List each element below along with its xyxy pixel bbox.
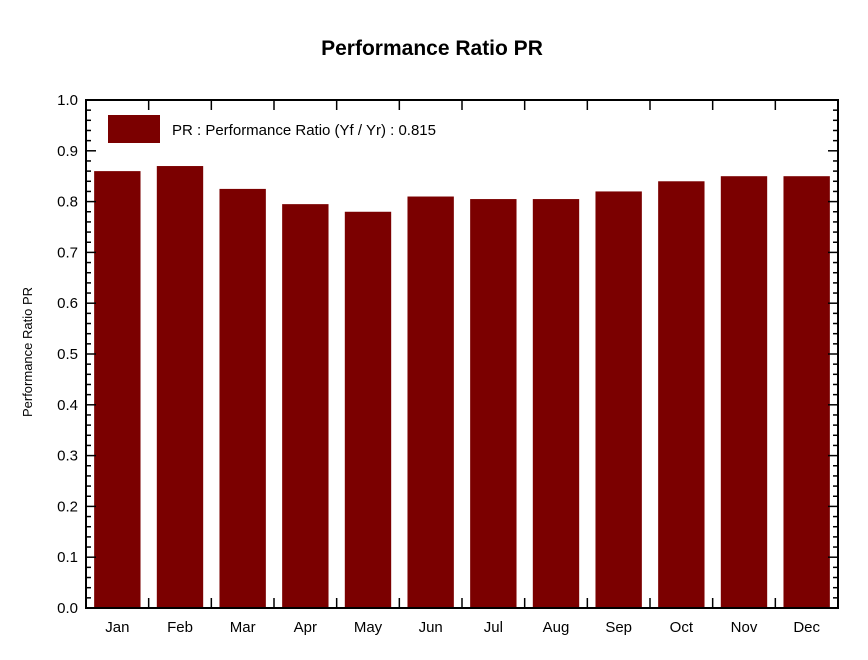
bar-jun [407,196,454,608]
legend-swatch [108,115,160,143]
bar-apr [282,204,329,608]
y-tick-label: 0.7 [57,244,78,261]
y-tick-label: 0.4 [57,397,78,414]
legend-entry: PR : Performance Ratio (Yf / Yr) : 0.815 [172,122,436,139]
x-tick-label: Oct [670,619,694,636]
x-tick-label: Aug [543,619,570,636]
bar-mar [219,188,266,608]
bar-oct [658,181,705,608]
y-axis-label: Performance Ratio PR [20,287,35,417]
x-tick-label: Feb [167,619,193,636]
y-tick-label: 0.9 [57,143,78,160]
chart-title: Performance Ratio PR [321,37,543,60]
bar-sep [595,191,642,608]
x-tick-label: Sep [605,619,632,636]
y-tick-label: 0.3 [57,448,78,465]
x-tick-label: May [354,619,383,636]
y-tick-label: 1.0 [57,92,78,109]
y-tick-label: 0.1 [57,549,78,566]
bar-jul [470,199,517,608]
bar-feb [156,166,204,609]
x-tick-label: Jun [419,619,443,636]
y-tick-label: 0.6 [57,295,78,312]
bar-dec [783,176,830,608]
x-tick-label: Jul [484,619,503,636]
legend: PR : Performance Ratio (Yf / Yr) : 0.815 [108,115,436,143]
ticks-layer: 0.0 0.1 0.2 0.3 0.4 0.5 0.6 0.7 0.8 0.9 1.0 Jan Feb M… [57,92,839,636]
bar-nov [720,176,768,608]
y-tick-label: 0.8 [57,194,78,211]
x-tick-label: Dec [793,619,820,636]
y-tick-label: 0.0 [57,600,78,617]
bar-aug [532,199,580,608]
x-tick-label: Jan [105,619,129,636]
bar-may [344,211,392,608]
x-tick-label: Apr [294,619,317,636]
x-tick-label: Nov [731,619,758,636]
bar-jan [94,171,141,608]
y-tick-label: 0.5 [57,346,78,363]
bars-layer [94,166,830,609]
x-tick-label: Mar [230,619,256,636]
y-tick-label: 0.2 [57,498,78,515]
